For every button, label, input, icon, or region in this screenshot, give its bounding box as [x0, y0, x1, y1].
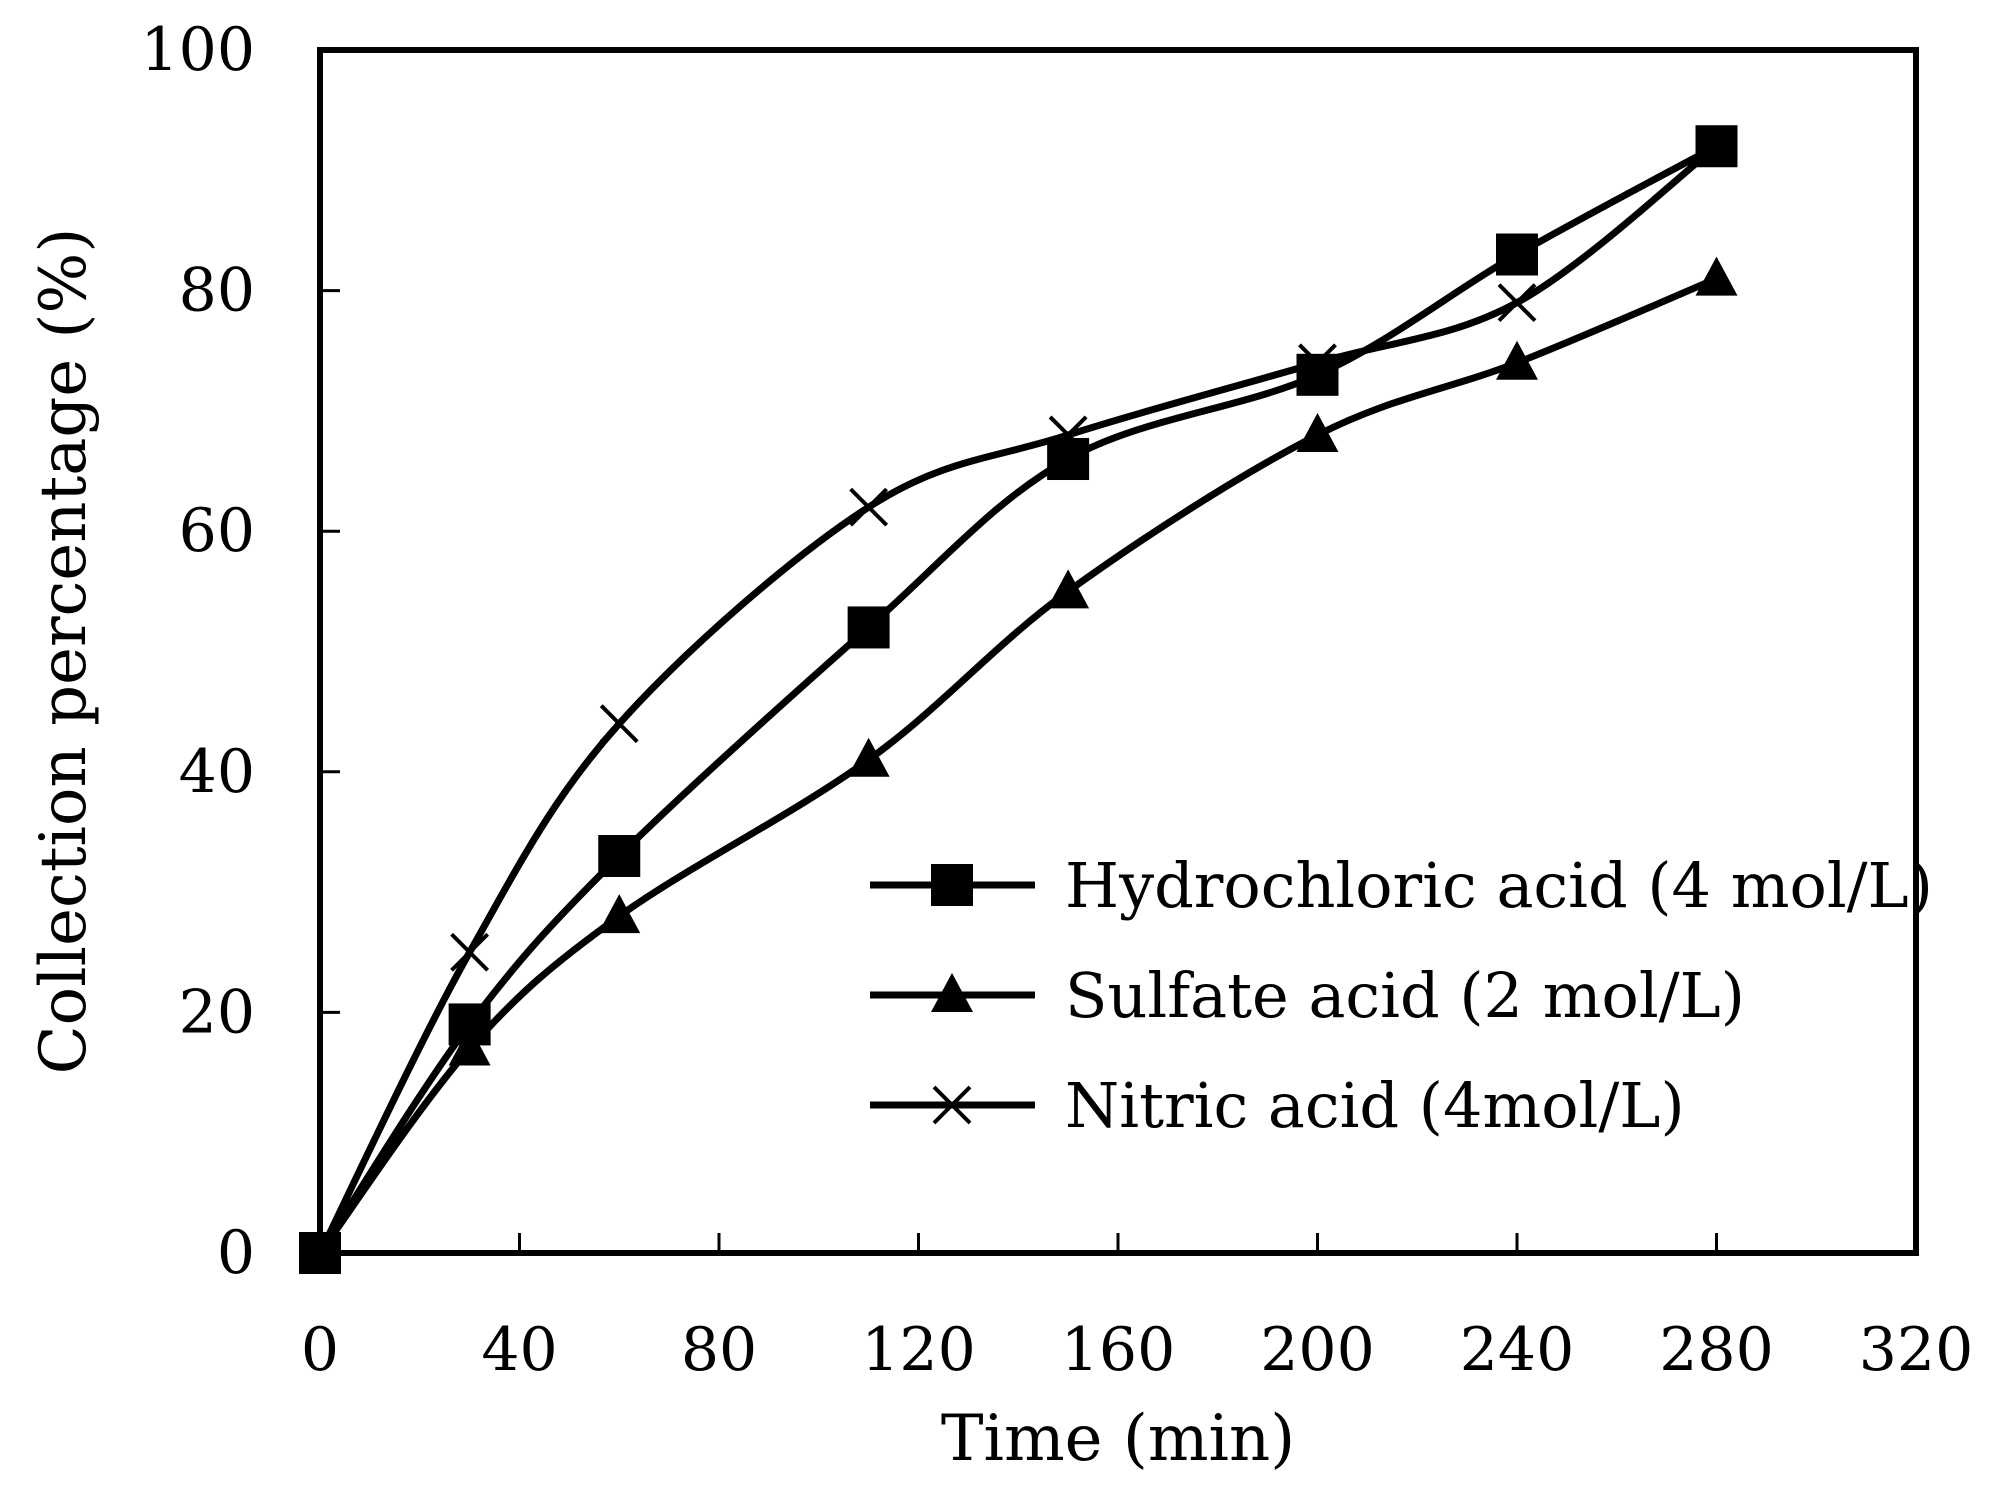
- legend-marker-triangle: [931, 973, 973, 1012]
- data-point-triangle: [1296, 412, 1339, 452]
- y-tick-label: 60: [179, 496, 255, 566]
- y-tick-label: 20: [179, 977, 255, 1047]
- x-tick-label: 200: [1260, 1315, 1375, 1385]
- y-tick-label: 80: [179, 256, 255, 326]
- data-point-triangle: [598, 894, 641, 934]
- data-point-square: [598, 835, 641, 878]
- data-point-x: [849, 487, 889, 527]
- legend-label: Sulfate acid (2 mol/L): [1065, 959, 1745, 1032]
- data-point-triangle: [1496, 340, 1538, 380]
- legend-marker-x: [932, 1085, 972, 1125]
- x-tick-label: 240: [1460, 1315, 1575, 1385]
- legend-marker-square: [931, 864, 973, 906]
- x-tick-label: 80: [681, 1315, 757, 1385]
- x-tick-label: 320: [1859, 1315, 1974, 1385]
- data-point-square: [1047, 438, 1090, 481]
- data-point-x: [1298, 343, 1337, 383]
- x-tick-label: 40: [481, 1315, 557, 1385]
- data-point-triangle: [847, 737, 890, 777]
- data-point-triangle: [448, 1026, 491, 1066]
- y-tick-label: 40: [179, 737, 255, 807]
- legend: Hydrochloric acid (4 mol/L) Sulfate acid …: [870, 849, 1933, 1142]
- data-point-x: [599, 704, 639, 744]
- series-line-square: [317, 143, 1719, 1255]
- x-tick-label: 0: [301, 1315, 339, 1385]
- data-point-x: [1697, 126, 1736, 166]
- data-point-triangle: [1047, 569, 1090, 609]
- x-tick-label: 280: [1659, 1315, 1774, 1385]
- legend-label: Nitric acid (4mol/L): [1065, 1069, 1685, 1142]
- data-point-triangle: [1695, 256, 1738, 296]
- x-axis-title: Time (min): [941, 1402, 1295, 1476]
- series-line-triangle: [317, 275, 1718, 1256]
- x-tick-label: 160: [1061, 1315, 1176, 1385]
- data-point-x: [1497, 283, 1537, 323]
- x-tick-label: 120: [861, 1315, 976, 1385]
- y-axis-title: Collection percentage (%): [27, 228, 101, 1075]
- y-tick-label: 0: [217, 1218, 255, 1288]
- data-point-square: [847, 606, 890, 649]
- y-tick-label: 100: [140, 15, 255, 85]
- legend-label: Hydrochloric acid (4 mol/L): [1065, 849, 1933, 922]
- data-point-x: [450, 932, 490, 972]
- data-point-x: [1048, 415, 1088, 455]
- data-point-square: [1496, 233, 1538, 276]
